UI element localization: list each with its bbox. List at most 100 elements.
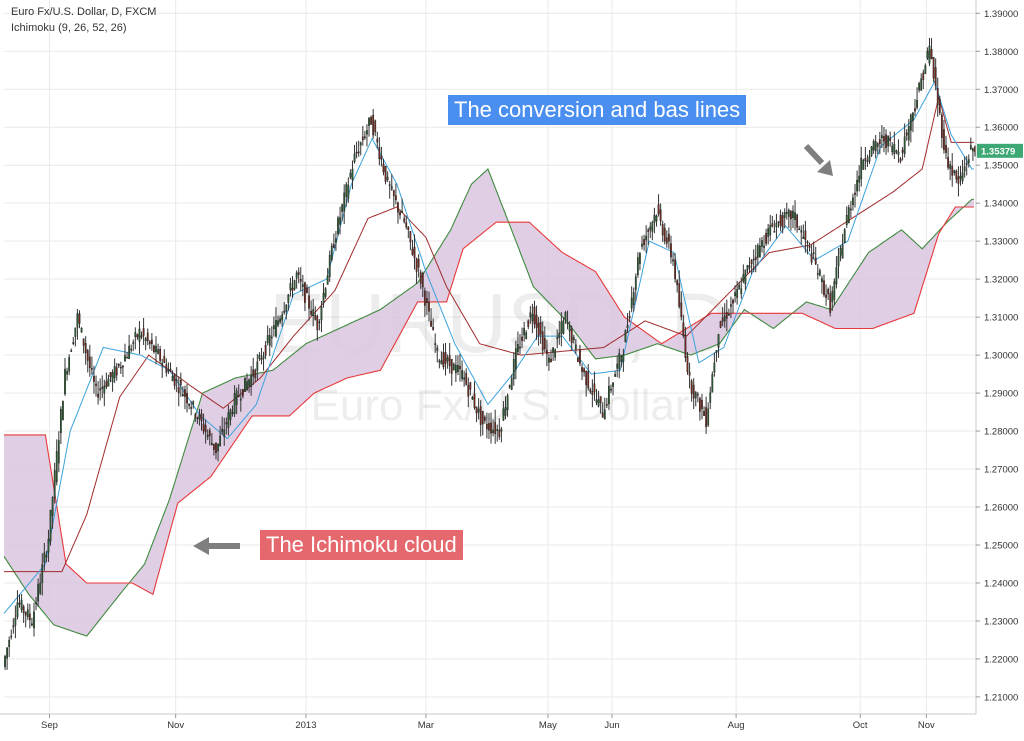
candle-body xyxy=(221,428,224,433)
candle-body xyxy=(124,355,126,361)
candle-body xyxy=(887,135,889,147)
candle xyxy=(974,145,976,157)
price-tick-label: 1.26000 xyxy=(984,503,1018,514)
candle xyxy=(268,327,271,357)
candle-body xyxy=(380,155,383,160)
candle xyxy=(622,348,625,372)
candle-body xyxy=(866,160,869,163)
candle-body xyxy=(568,325,571,332)
candle xyxy=(905,129,908,141)
candle-body xyxy=(405,222,408,228)
candle xyxy=(854,184,856,208)
candle-body xyxy=(821,278,823,283)
candle-body xyxy=(10,635,13,638)
candle-body xyxy=(519,346,521,349)
candle xyxy=(18,594,21,608)
conversion-lines-label: The conversion and bas lines xyxy=(448,95,747,125)
candle-body xyxy=(581,367,583,372)
candle xyxy=(934,58,937,91)
candle-body xyxy=(947,157,949,168)
candle xyxy=(843,228,846,244)
candle xyxy=(800,225,803,245)
candle xyxy=(363,130,366,140)
candle-body xyxy=(450,359,453,374)
candle xyxy=(194,412,197,422)
candle xyxy=(461,360,463,382)
candle xyxy=(272,316,275,337)
candle-body xyxy=(920,78,923,91)
candle xyxy=(965,156,968,176)
candle xyxy=(537,316,540,346)
candle xyxy=(928,37,931,67)
candle-body xyxy=(93,375,95,382)
candle-body xyxy=(84,343,87,353)
candle xyxy=(330,243,333,262)
candle xyxy=(907,119,910,147)
candle xyxy=(159,345,162,364)
candle-body xyxy=(701,399,703,409)
candle-body xyxy=(215,442,217,454)
candle-body xyxy=(678,283,681,307)
candle-body xyxy=(730,304,732,307)
candle-body xyxy=(91,368,93,370)
candle xyxy=(529,306,532,324)
candle-body xyxy=(562,320,565,334)
candle-body xyxy=(47,538,50,553)
candle xyxy=(41,553,44,596)
candle xyxy=(270,326,273,348)
candle xyxy=(248,378,250,393)
candle xyxy=(204,419,207,444)
cloud-fill xyxy=(4,169,974,637)
candle xyxy=(324,287,327,299)
candle-body xyxy=(4,656,6,667)
candle-body xyxy=(682,322,685,336)
price-tick-label: 1.22000 xyxy=(984,654,1018,665)
candle-body xyxy=(117,364,120,367)
candle-body xyxy=(496,429,499,431)
candle-body xyxy=(674,259,676,280)
candle-body xyxy=(601,412,604,418)
candle xyxy=(767,223,770,245)
candle-body xyxy=(219,435,222,446)
candle xyxy=(922,69,925,89)
candle xyxy=(727,308,730,316)
candle-body xyxy=(907,126,910,141)
candle xyxy=(909,113,912,143)
candle xyxy=(215,442,217,460)
candle xyxy=(891,142,894,156)
candle xyxy=(593,371,596,401)
candle-body xyxy=(943,129,945,150)
candle-body xyxy=(632,292,635,305)
candle-body xyxy=(800,230,803,233)
candle xyxy=(562,317,565,335)
candle xyxy=(128,334,131,360)
candle xyxy=(322,283,325,308)
candle-body xyxy=(103,385,106,394)
candle xyxy=(765,228,767,247)
candle-body xyxy=(206,434,209,438)
candle xyxy=(444,342,447,376)
candle-body xyxy=(421,273,424,288)
candle xyxy=(498,418,501,440)
candle-body xyxy=(74,327,77,337)
candle-body xyxy=(692,384,695,399)
candle xyxy=(707,402,710,427)
candle-body xyxy=(556,337,559,339)
candle-body xyxy=(769,225,772,236)
candle xyxy=(868,150,871,165)
candle xyxy=(920,73,923,91)
candle xyxy=(605,397,608,409)
candle xyxy=(783,208,786,228)
candle-body xyxy=(951,165,954,176)
candle-body xyxy=(335,238,337,243)
candle xyxy=(138,321,141,355)
candle-body xyxy=(812,252,815,254)
candle xyxy=(316,314,319,341)
candle xyxy=(579,344,581,367)
candle-body xyxy=(233,393,236,414)
candle xyxy=(610,384,612,394)
candle xyxy=(672,252,674,267)
candle xyxy=(80,327,83,333)
candle-body xyxy=(266,335,269,343)
